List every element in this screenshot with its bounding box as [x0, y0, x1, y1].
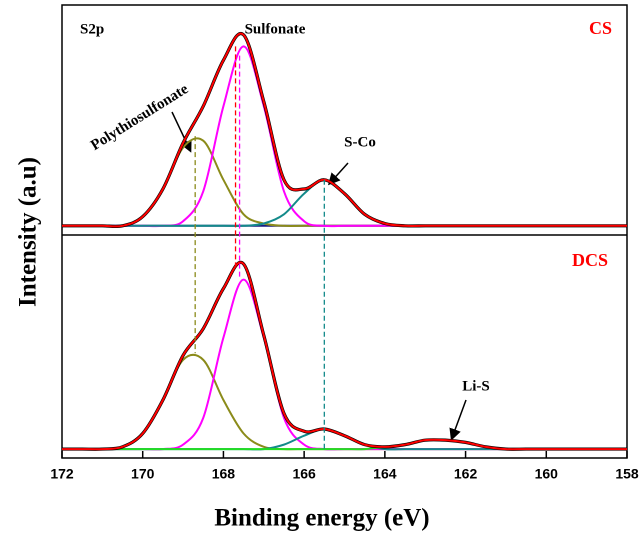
annotation: Li-S — [462, 378, 490, 394]
x-tick-label: 170 — [131, 466, 155, 482]
fit-line — [61, 261, 627, 451]
corner-label: S2p — [80, 21, 104, 37]
x-tick-label: 168 — [212, 466, 236, 482]
panel-label: DCS — [572, 250, 608, 270]
annotation: S-Co — [344, 134, 376, 150]
fit-line — [61, 428, 627, 451]
fit-line — [62, 178, 627, 227]
arrow — [449, 399, 467, 441]
x-tick-label: 172 — [50, 466, 74, 482]
raw-data-line — [61, 260, 627, 451]
arrow — [327, 162, 349, 186]
x-tick-label: 160 — [535, 466, 559, 482]
x-tick-label: 166 — [292, 466, 316, 482]
annotation: Sulfonate — [245, 21, 306, 37]
annotation: Polythiosulfonate — [88, 81, 191, 154]
fit-line — [61, 278, 627, 451]
x-tick-label: 164 — [373, 466, 397, 482]
raw-data-line — [62, 31, 627, 229]
y-axis-label: Intensity (a.u) — [15, 157, 42, 307]
x-axis-label: Binding energy (eV) — [214, 505, 429, 532]
x-tick-label: 158 — [615, 466, 639, 482]
panel-label: CS — [589, 18, 612, 38]
fit-line — [62, 32, 627, 228]
x-tick-label: 162 — [454, 466, 478, 482]
plot-frame — [61, 4, 628, 459]
